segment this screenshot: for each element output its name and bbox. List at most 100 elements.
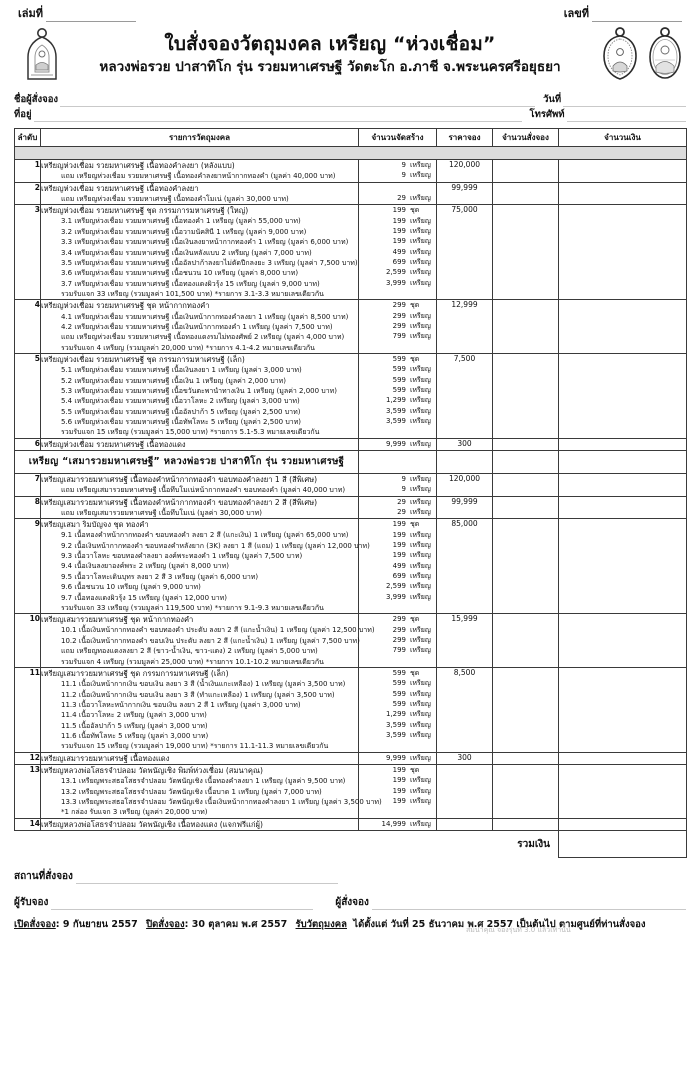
item-title: เหรียญเสมารวยมหาเศรษฐี เนื้อทองคำหน้ากาก… bbox=[41, 497, 318, 507]
row-amount-input[interactable] bbox=[558, 817, 687, 831]
row-made-qty: 599 ชุด 599 เหรียญ 599 เหรียญ 599 เหรียญ 1,299 เห… bbox=[358, 352, 437, 439]
row-amount-input[interactable] bbox=[558, 204, 687, 301]
table-row: 13 เหรียญหลวงพ่อโสธรจำปลอม วัดพนัญเชิง พิ… bbox=[14, 763, 687, 819]
item-subline: 5.4 เหรียญห่วงเชื่อม รวยมหาเศรษฐี เนื้อว… bbox=[61, 397, 300, 406]
row-order-qty-input[interactable] bbox=[492, 181, 559, 206]
row-order-qty-input[interactable] bbox=[492, 666, 559, 753]
item-subline: 3.3 เหรียญห่วงเชื่อม รวยมหาเศรษฐี เนื้อเ… bbox=[61, 238, 349, 247]
made-qty-unit: เหรียญ bbox=[410, 375, 431, 384]
item-title: เหรียญเสมารวยมหาเศรษฐี ชุด กรรมการมหาเศร… bbox=[41, 668, 229, 678]
item-title: เหรียญห่วงเชื่อม รวยมหาเศรษฐี ชุด หน้ากา… bbox=[41, 301, 210, 311]
row-order-qty-input[interactable] bbox=[492, 437, 559, 451]
made-qty-unit: เหรียญ bbox=[410, 497, 431, 506]
item-title: เหรียญเสมารวยมหาเศรษฐี เนื้อทองคำหน้ากาก… bbox=[41, 474, 318, 484]
buyer-name-input[interactable] bbox=[60, 95, 536, 107]
row-order-qty-input[interactable] bbox=[492, 299, 559, 354]
row-order-qty-input[interactable] bbox=[492, 518, 559, 615]
book-number-rule[interactable] bbox=[46, 11, 137, 22]
receiver-signature-input[interactable] bbox=[51, 897, 314, 911]
made-qty-number: 9 bbox=[401, 171, 406, 180]
row-order-qty-input[interactable] bbox=[492, 352, 559, 439]
made-qty-number: 3,999 bbox=[385, 278, 406, 287]
header-spacer-band bbox=[14, 146, 687, 160]
row-amount-input[interactable] bbox=[558, 181, 687, 206]
made-qty-unit: เหรียญ bbox=[410, 439, 431, 448]
item-subline: แถม เหรียญทองแดงลงยา 2 สี (ขาว-น้ำเงิน, … bbox=[61, 647, 318, 656]
row-order-qty-input[interactable] bbox=[492, 763, 559, 819]
row-amount-input[interactable] bbox=[558, 159, 687, 183]
book-number-field[interactable]: เล่มที่ bbox=[18, 4, 137, 22]
row-made-qty: 199 ชุด 199 เหรียญ 199 เหรียญ 199 เหรียญ 499 เหรี… bbox=[358, 204, 437, 301]
made-qty-unit: เหรียญ bbox=[410, 257, 431, 266]
row-amount-input[interactable] bbox=[558, 495, 687, 520]
row-description: เหรียญเสมารวยมหาเศรษฐี เนื้อทองคำหน้ากาก… bbox=[40, 472, 359, 497]
row-amount-input[interactable] bbox=[558, 352, 687, 439]
item-title: เหรียญหลวงพ่อโสธรจำปลอม วัดพนัญเชิง เนื้… bbox=[41, 819, 263, 829]
row-amount-input[interactable] bbox=[558, 763, 687, 819]
row-price bbox=[436, 763, 493, 819]
row-made-qty: 9 เหรียญ 9 เหรียญ bbox=[358, 159, 437, 183]
made-qty-unit: เหรียญ bbox=[410, 171, 431, 180]
table-row: 3 เหรียญห่วงเชื่อม รวยมหาเศรษฐี ชุด กรรมก… bbox=[14, 204, 687, 301]
amulet-images bbox=[590, 26, 686, 84]
row-order-qty-input[interactable] bbox=[492, 817, 559, 831]
made-qty-number: 599 bbox=[392, 700, 406, 708]
item-subline: 9.6 เนื้อชนวน 10 เหรียญ (มูลค่า 9,000 บา… bbox=[61, 583, 201, 592]
made-qty-unit: เหรียญ bbox=[410, 226, 431, 235]
made-qty-number: 299 bbox=[392, 301, 406, 310]
order-date-input[interactable] bbox=[563, 95, 686, 107]
row-order-qty-input[interactable] bbox=[492, 472, 559, 497]
order-place-input[interactable] bbox=[75, 871, 338, 885]
section-price bbox=[436, 449, 493, 474]
row-amount-input[interactable] bbox=[558, 666, 687, 753]
item-subline: 11.1 เนื้อเงินหน้ากากเงิน ขอบเงิน ลงยา 3… bbox=[61, 680, 346, 689]
table-row: 2 เหรียญห่วงเชื่อม รวยมหาเศรษฐี เนื้อทองค… bbox=[14, 181, 687, 206]
item-subline: 3.5 เหรียญห่วงเชื่อม รวยมหาเศรษฐี เนื้ออ… bbox=[61, 258, 358, 267]
row-made-qty: 9,999 เหรียญ bbox=[358, 437, 437, 451]
row-order-qty-input[interactable] bbox=[492, 495, 559, 520]
made-qty-unit: ชุด bbox=[410, 354, 420, 363]
row-amount-input[interactable] bbox=[558, 472, 687, 497]
made-qty-unit: เหรียญ bbox=[410, 720, 431, 729]
orderer-signature-input[interactable] bbox=[371, 897, 686, 911]
row-amount-input[interactable] bbox=[558, 613, 687, 668]
row-price: 300 bbox=[436, 751, 493, 765]
row-amount-input[interactable] bbox=[558, 518, 687, 615]
row-order-qty-input[interactable] bbox=[492, 613, 559, 668]
item-subline: 9.5 เนื้อวาโลหะเดินบุทร ลงยา 2 สี 3 เหรี… bbox=[61, 572, 259, 581]
doc-number-rule[interactable] bbox=[592, 11, 682, 22]
made-qty-unit: เหรียญ bbox=[410, 311, 431, 320]
made-qty-number: 199 bbox=[392, 765, 406, 774]
table-row: 10 เหรียญเสมารวยมหาเศรษฐี ชุด หน้ากากทองค… bbox=[14, 613, 687, 668]
buyer-phone-input[interactable] bbox=[566, 110, 686, 122]
made-qty-number: 599 bbox=[392, 679, 406, 688]
made-qty-unit: ชุด bbox=[410, 765, 420, 774]
row-price: 120,000 bbox=[436, 472, 493, 497]
row-amount-input[interactable] bbox=[558, 751, 687, 765]
doc-number-field[interactable]: เลขที่ bbox=[564, 4, 682, 22]
made-qty-unit: เหรียญ bbox=[410, 332, 431, 341]
row-order-qty-input[interactable] bbox=[492, 751, 559, 765]
signature-row: ผู้รับจอง ผู้สั่งจอง bbox=[14, 893, 686, 911]
row-description: เหรียญห่วงเชื่อม รวยมหาเศรษฐี เนื้อทองคำ… bbox=[40, 159, 359, 183]
row-order-qty-input[interactable] bbox=[492, 204, 559, 301]
item-subline: รวมรับแจก 4 เหรียญ (รวมมูลค่า 25,000 บาท… bbox=[61, 657, 324, 666]
buyer-address-row: ที่อยู่ โทรศัพท์ bbox=[14, 107, 686, 122]
row-price: 12,999 bbox=[436, 299, 493, 354]
buyer-address-input[interactable] bbox=[33, 110, 522, 122]
item-subline: 11.6 เนื้อทัพโลหะ 5 เหรียญ (มูลค่า 3,000… bbox=[61, 731, 209, 740]
made-qty-number: 299 bbox=[392, 615, 406, 624]
row-amount-input[interactable] bbox=[558, 437, 687, 451]
item-subline: *1 กล่อง รับแจก 3 เหรียญ (มูลค่า 20,000 … bbox=[61, 808, 208, 817]
row-order-qty-input[interactable] bbox=[492, 159, 559, 183]
item-subline: 11.4 เนื้อวาโลหะ 2 เหรียญ (มูลค่า 3,000 … bbox=[61, 711, 207, 720]
item-subline: 5.1 เหรียญห่วงเชื่อม รวยมหาเศรษฐี เนื้อเ… bbox=[61, 366, 302, 375]
buyer-name-label: ชื่อผู้สั่งจอง bbox=[14, 94, 59, 105]
row-price: 15,999 bbox=[436, 613, 493, 668]
item-subline: แถม เหรียญห่วงเชื่อม รวยมหาเศรษฐี เนื้อท… bbox=[61, 333, 345, 342]
row-amount-input[interactable] bbox=[558, 299, 687, 354]
table-row: 5 เหรียญห่วงเชื่อม รวยมหาเศรษฐี ชุด กรรมก… bbox=[14, 352, 687, 439]
item-subline: รวมรับแจก 33 เหรียญ (รวมมูลค่า 101,500 บ… bbox=[61, 289, 324, 298]
made-qty-unit: เหรียญ bbox=[410, 417, 431, 426]
total-amount-input[interactable] bbox=[558, 829, 687, 859]
